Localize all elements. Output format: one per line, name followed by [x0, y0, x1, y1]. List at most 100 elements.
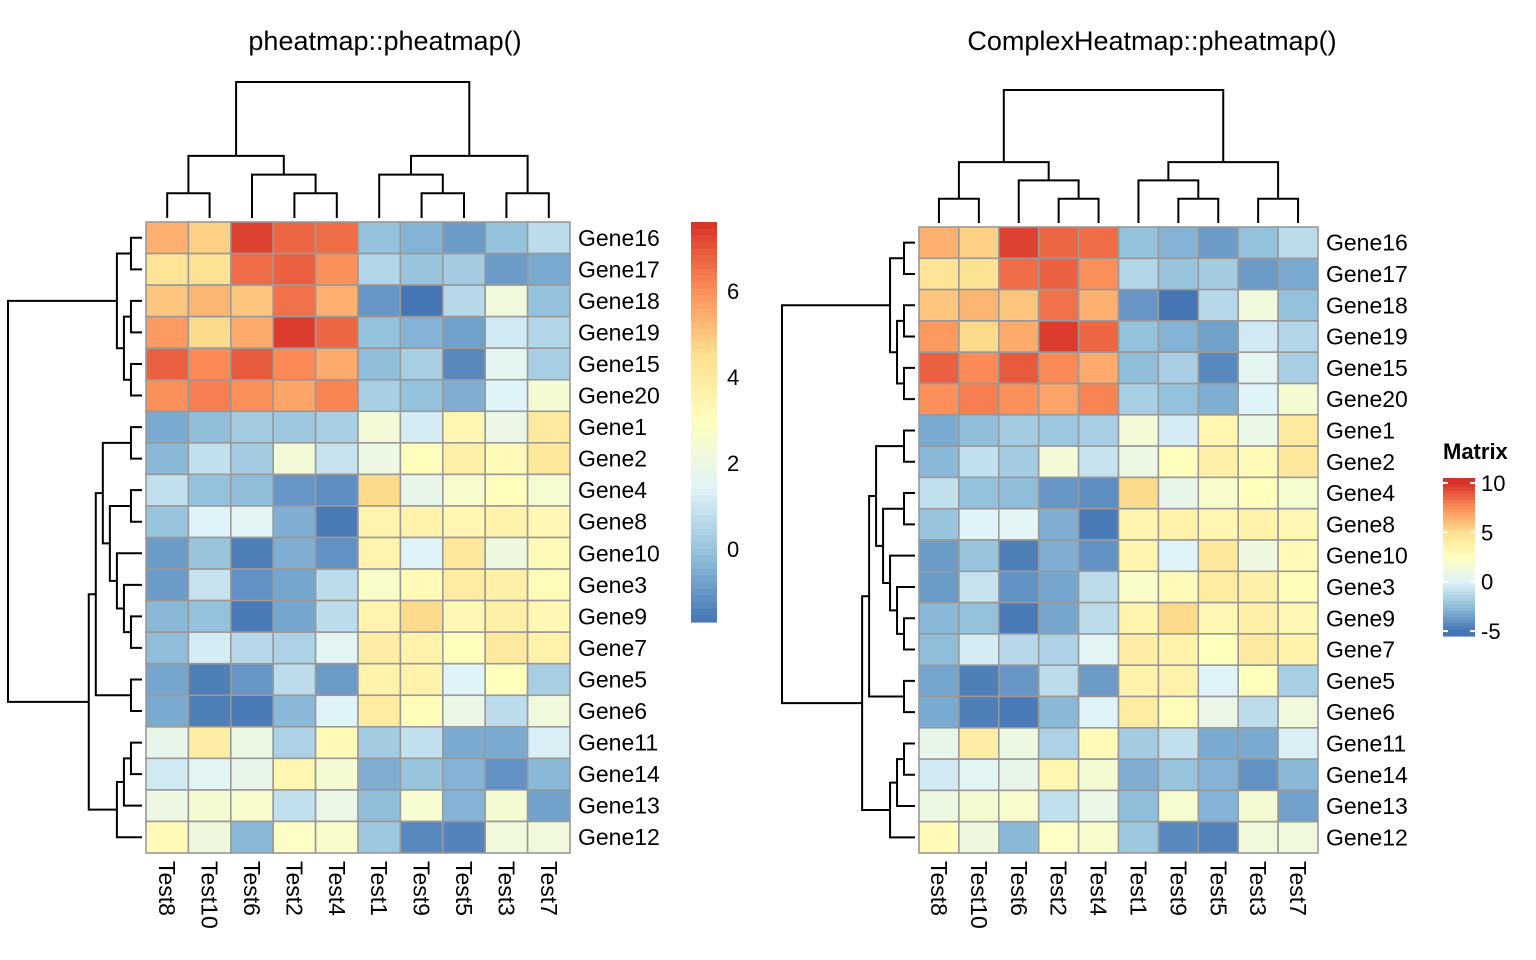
heatmap-cell: [1157, 695, 1200, 729]
legend-color-segment: [691, 522, 717, 530]
heatmap-cell: [187, 221, 232, 255]
heatmap-cell: [997, 633, 1040, 667]
heatmap-cell: [1277, 445, 1319, 479]
heatmap-cell: [1037, 226, 1080, 260]
column-labels: Test8 Test10 Test6 Test2 Test4 Test1 Test9 Test…: [926, 861, 1311, 929]
heatmap-cell: [1197, 758, 1240, 792]
heatmap-cell: [997, 445, 1040, 479]
heatmap-cell: [1037, 664, 1080, 698]
column-label: Test3: [1245, 861, 1271, 916]
legend-color-segment: [691, 542, 717, 550]
legend-color-segment: [1443, 594, 1475, 599]
chart-title-pheatmap: pheatmap::pheatmap(): [248, 26, 521, 56]
heatmap-cell: [918, 351, 960, 385]
heatmap-cell: [997, 382, 1040, 416]
heatmap-cell: [357, 820, 402, 854]
heatmap-cell: [1237, 257, 1279, 291]
legend-color-segment: [1443, 598, 1475, 602]
heatmap-cell: [145, 505, 190, 539]
heatmap-cell: [1117, 226, 1160, 260]
heatmap-cell: [399, 820, 444, 854]
legend-color-segment: [1443, 550, 1475, 555]
heatmap-cell: [399, 252, 444, 286]
row-label: Gene17: [1326, 261, 1408, 287]
heatmap-cell: [399, 378, 444, 413]
heatmap-cell: [272, 347, 317, 381]
legend-color-segment: [1443, 604, 1475, 609]
legend-color-segment: [691, 395, 717, 403]
heatmap-cell: [314, 473, 359, 507]
legend-color-segment: [1443, 613, 1475, 618]
heatmap-cell: [1117, 351, 1160, 385]
legend-color-segment: [691, 275, 717, 283]
column-label: Test7: [536, 861, 562, 916]
heatmap-cell: [1237, 789, 1279, 823]
legend-tick-label: 4: [727, 365, 739, 390]
heatmap-cell: [187, 568, 232, 602]
heatmap-cell: [441, 252, 486, 286]
heatmap-cell: [526, 789, 571, 823]
heatmap-cell: [1117, 445, 1160, 479]
dendrogram-branch: [1017, 179, 1080, 223]
legend-color-segment: [691, 448, 717, 456]
legend-color-segment: [691, 435, 717, 443]
heatmap-cell: [526, 505, 571, 539]
legend-color-segment: [1443, 496, 1475, 501]
heatmap-cell: [314, 505, 359, 539]
legend-tick-label: 5: [1481, 520, 1493, 545]
heatmap-cell: [526, 536, 571, 570]
heatmap-cell: [1197, 633, 1240, 667]
heatmap-cell: [958, 445, 1000, 479]
legend-color-segment: [691, 235, 717, 243]
row-label: Gene8: [1326, 511, 1395, 537]
legend-color-segment: [691, 262, 717, 270]
heatmap-cell: [918, 695, 960, 729]
heatmap-cell: [1117, 601, 1160, 635]
heatmap-cell: [918, 539, 960, 573]
legend-color-segment: [1443, 512, 1475, 517]
heatmap-cell: [918, 257, 960, 291]
legend-color-segment: [1443, 547, 1475, 552]
heatmap-cell: [484, 505, 529, 539]
heatmap-cell: [918, 226, 960, 260]
heatmap-cell: [357, 221, 402, 255]
legend-color-segment: [691, 402, 717, 410]
heatmap-cell: [1277, 476, 1319, 510]
heatmap-cell: [230, 378, 275, 413]
heatmap-cell: [958, 695, 1000, 729]
dendrogram-branch: [889, 554, 915, 612]
heatmap-cell: [997, 789, 1040, 823]
heatmap-cell: [1037, 601, 1080, 635]
heatmap-cell: [1197, 820, 1240, 854]
column-label: Test6: [239, 861, 265, 916]
row-label: Gene9: [578, 603, 647, 629]
dendrogram-branch: [903, 366, 915, 401]
heatmap-cell: [272, 284, 317, 318]
heatmap-cell: [314, 284, 359, 318]
heatmap-cell: [1197, 226, 1240, 260]
legend-tick-label: 2: [727, 451, 739, 476]
column-label: Test2: [1046, 861, 1072, 916]
heatmap-cell: [272, 252, 317, 286]
heatmap-cell: [357, 725, 402, 760]
heatmap-cell: [918, 288, 960, 322]
legend-color-segment: [691, 242, 717, 250]
heatmap-cell: [272, 221, 317, 255]
heatmap-cell: [526, 725, 571, 760]
heatmap-cell: [272, 505, 317, 539]
heatmap-cell: [230, 347, 275, 381]
heatmap-cell: [1117, 320, 1160, 353]
legend-tick-label: 10: [1481, 471, 1505, 496]
row-label: Gene1: [1326, 417, 1395, 443]
legend-color-segment: [691, 268, 717, 276]
heatmap-cell: [997, 601, 1040, 635]
heatmap-cell: [272, 473, 317, 507]
legend-color-segment: [691, 315, 717, 323]
heatmap-cell: [187, 347, 232, 381]
dendrogram-branch: [1057, 197, 1100, 223]
heatmap-cell: [399, 473, 444, 507]
heatmap-cell: [1237, 507, 1279, 541]
heatmap-cell: [314, 789, 359, 823]
heatmap-cell: [1037, 820, 1080, 854]
heatmap-cell: [1037, 570, 1080, 604]
